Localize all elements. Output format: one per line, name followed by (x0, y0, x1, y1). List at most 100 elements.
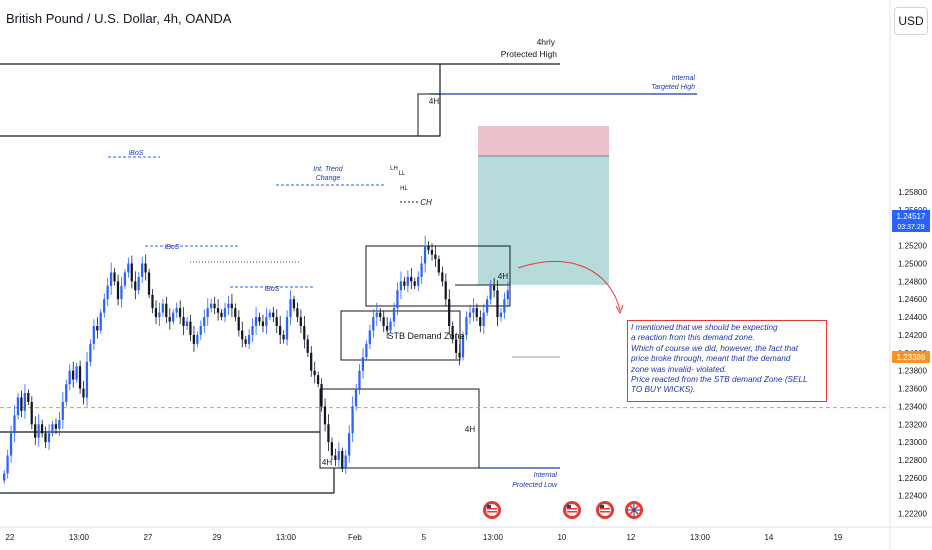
candle[interactable] (475, 303, 478, 322)
candle[interactable] (58, 411, 61, 436)
candle[interactable] (403, 276, 406, 291)
candle[interactable] (303, 316, 306, 349)
candle[interactable] (423, 235, 427, 273)
event-layer[interactable] (483, 501, 643, 519)
currency-button[interactable]: USD (894, 7, 928, 35)
candle[interactable] (289, 290, 292, 326)
candle[interactable] (144, 254, 147, 281)
candle[interactable] (13, 405, 16, 443)
candle[interactable] (78, 360, 82, 394)
candle[interactable] (196, 331, 199, 348)
candle[interactable] (192, 326, 195, 352)
candle[interactable] (141, 256, 144, 284)
candle[interactable] (20, 390, 23, 417)
candle[interactable] (47, 424, 51, 451)
candle[interactable] (27, 389, 30, 406)
candle[interactable] (37, 414, 40, 447)
candle[interactable] (61, 391, 64, 429)
candle[interactable] (247, 329, 251, 350)
candle[interactable] (354, 383, 358, 411)
candle[interactable] (251, 318, 254, 343)
candle[interactable] (244, 335, 247, 348)
candle[interactable] (137, 272, 140, 295)
candle[interactable] (358, 363, 361, 395)
candle[interactable] (344, 449, 347, 475)
candle[interactable] (334, 448, 337, 467)
candle[interactable] (185, 316, 189, 331)
candle[interactable] (486, 295, 489, 316)
candle[interactable] (327, 414, 330, 452)
candle[interactable] (472, 298, 475, 322)
candle[interactable] (310, 346, 313, 377)
candle[interactable] (282, 330, 285, 344)
candle[interactable] (275, 309, 278, 334)
candle[interactable] (351, 396, 354, 443)
candle[interactable] (503, 292, 506, 319)
candle[interactable] (227, 295, 230, 316)
candle[interactable] (372, 309, 375, 338)
candle[interactable] (448, 289, 451, 336)
us-flag-event-icon[interactable] (483, 501, 501, 519)
candle[interactable] (6, 449, 9, 479)
candle[interactable] (127, 257, 130, 278)
candle[interactable] (320, 378, 323, 412)
candle[interactable] (313, 361, 316, 384)
candle[interactable] (68, 363, 71, 391)
candle[interactable] (496, 280, 499, 327)
candle[interactable] (365, 340, 368, 361)
candle[interactable] (216, 299, 220, 321)
candle[interactable] (51, 420, 54, 437)
candle[interactable] (72, 361, 75, 388)
candle[interactable] (410, 267, 413, 290)
candle[interactable] (182, 307, 185, 336)
candle[interactable] (89, 339, 92, 366)
candle[interactable] (220, 309, 223, 321)
candle[interactable] (479, 310, 482, 333)
candle[interactable] (399, 271, 402, 300)
candle[interactable] (92, 319, 95, 350)
candle[interactable] (296, 302, 299, 323)
candle[interactable] (316, 371, 320, 388)
candle[interactable] (85, 351, 89, 407)
candle[interactable] (147, 268, 151, 298)
candle[interactable] (385, 317, 389, 339)
candle[interactable] (16, 392, 20, 420)
candle[interactable] (213, 296, 216, 315)
candle[interactable] (341, 447, 344, 473)
candle[interactable] (230, 293, 233, 318)
candle[interactable] (154, 300, 158, 325)
candle[interactable] (337, 442, 340, 469)
candle[interactable] (130, 255, 133, 289)
candle[interactable] (158, 302, 161, 327)
candle[interactable] (44, 426, 47, 449)
candle[interactable] (178, 300, 182, 325)
candle[interactable] (306, 334, 309, 358)
candle[interactable] (99, 309, 102, 334)
candle[interactable] (237, 310, 240, 337)
candle[interactable] (285, 310, 289, 346)
candle[interactable] (499, 307, 503, 322)
candle[interactable] (427, 240, 430, 255)
candle[interactable] (375, 302, 378, 327)
candle[interactable] (272, 306, 275, 323)
candle[interactable] (210, 299, 213, 313)
candle[interactable] (203, 309, 206, 334)
candle[interactable] (96, 317, 99, 339)
candle[interactable] (241, 321, 244, 348)
candle[interactable] (3, 469, 6, 484)
candle[interactable] (120, 276, 123, 308)
us-flag-event-icon[interactable] (596, 501, 614, 519)
candle[interactable] (34, 416, 37, 445)
candle[interactable] (361, 348, 365, 379)
candle[interactable] (161, 299, 164, 317)
candle[interactable] (175, 302, 178, 318)
candle[interactable] (54, 418, 57, 434)
candle[interactable] (379, 307, 382, 322)
candle[interactable] (113, 267, 116, 286)
candle[interactable] (506, 281, 509, 308)
candle[interactable] (434, 245, 437, 268)
candle[interactable] (268, 309, 271, 321)
candle[interactable] (430, 243, 434, 261)
candle-layer[interactable] (3, 235, 509, 484)
